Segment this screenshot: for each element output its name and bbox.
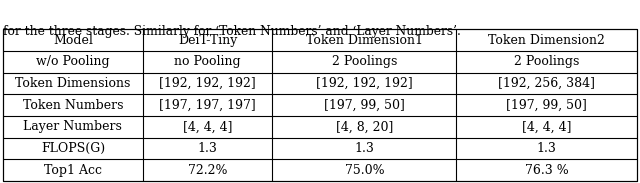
- Text: [4, 4, 4]: [4, 4, 4]: [522, 120, 572, 133]
- Text: Token Dimensions: Token Dimensions: [15, 77, 131, 90]
- Text: Layer Numbers: Layer Numbers: [24, 120, 122, 133]
- Text: Token Numbers: Token Numbers: [22, 99, 123, 112]
- Text: [4, 4, 4]: [4, 4, 4]: [183, 120, 232, 133]
- Text: w/o Pooling: w/o Pooling: [36, 55, 109, 68]
- Text: 2 Poolings: 2 Poolings: [514, 55, 579, 68]
- Text: Model: Model: [53, 34, 93, 47]
- Text: [197, 99, 50]: [197, 99, 50]: [324, 99, 404, 112]
- Text: [4, 8, 20]: [4, 8, 20]: [335, 120, 393, 133]
- Text: 72.2%: 72.2%: [188, 164, 227, 177]
- Text: Token Dimension2: Token Dimension2: [488, 34, 605, 47]
- Text: 75.0%: 75.0%: [344, 164, 384, 177]
- Text: no Pooling: no Pooling: [174, 55, 241, 68]
- Text: [192, 192, 192]: [192, 192, 192]: [316, 77, 413, 90]
- Text: 2 Poolings: 2 Poolings: [332, 55, 397, 68]
- Text: [197, 99, 50]: [197, 99, 50]: [506, 99, 587, 112]
- Text: Token Dimension1: Token Dimension1: [306, 34, 423, 47]
- Text: 76.3 %: 76.3 %: [525, 164, 568, 177]
- Text: Top1 Acc: Top1 Acc: [44, 164, 102, 177]
- Text: [192, 192, 192]: [192, 192, 192]: [159, 77, 256, 90]
- Text: DeiT-Tiny: DeiT-Tiny: [178, 34, 237, 47]
- Text: 1.3: 1.3: [198, 142, 218, 155]
- Bar: [3, 29, 637, 181]
- Text: for the three stages. Similarly for ‘Token Numbers’ and ‘Layer Numbers’.: for the three stages. Similarly for ‘Tok…: [3, 25, 461, 38]
- Text: 1.3: 1.3: [355, 142, 374, 155]
- Text: [197, 197, 197]: [197, 197, 197]: [159, 99, 256, 112]
- Text: FLOPS(G): FLOPS(G): [41, 142, 105, 155]
- Text: [192, 256, 384]: [192, 256, 384]: [498, 77, 595, 90]
- Text: 1.3: 1.3: [536, 142, 556, 155]
